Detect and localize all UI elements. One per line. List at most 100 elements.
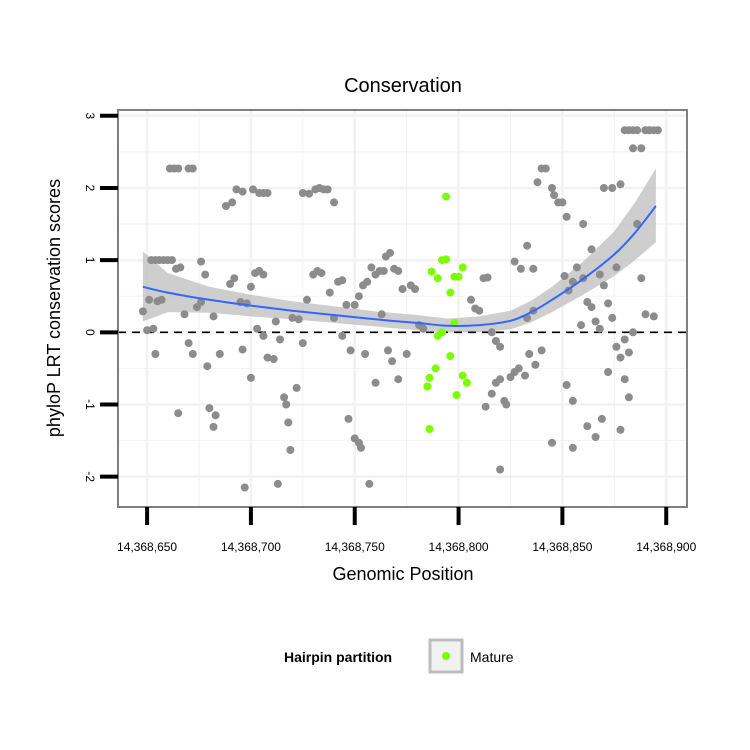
point-other-50 <box>238 345 247 354</box>
point-other-25 <box>201 270 210 279</box>
y-tick-label-2: 0 <box>83 329 97 336</box>
point-other-186 <box>629 328 637 337</box>
point-other-182 <box>612 263 621 272</box>
point-other-92 <box>354 292 363 301</box>
point-other-22 <box>188 350 197 358</box>
point-other-60 <box>280 393 289 402</box>
point-mature-9 <box>450 318 459 327</box>
point-mature-17 <box>425 425 434 433</box>
point-other-84 <box>338 331 347 340</box>
point-other-54 <box>263 353 272 362</box>
point-other-191 <box>629 144 637 153</box>
point-other-169 <box>604 299 613 308</box>
point-other-29 <box>215 350 224 358</box>
point-other-12 <box>151 350 160 358</box>
point-other-79 <box>325 288 334 297</box>
point-mature-0 <box>427 267 436 276</box>
point-other-128 <box>502 400 511 409</box>
point-other-157 <box>595 270 604 279</box>
point-other-99 <box>365 479 374 488</box>
point-other-184 <box>624 393 633 402</box>
point-other-103 <box>386 248 394 257</box>
point-other-133 <box>516 264 525 273</box>
point-other-70 <box>305 189 314 198</box>
point-other-101 <box>377 310 386 319</box>
x-tick-label-5: 14,368,900 <box>636 540 696 554</box>
point-other-170 <box>608 313 617 322</box>
point-other-121 <box>491 337 500 345</box>
point-other-196 <box>653 126 662 135</box>
point-other-131 <box>496 465 505 474</box>
point-other-46 <box>246 282 255 291</box>
point-other-178 <box>624 348 633 357</box>
point-other-51 <box>246 373 255 382</box>
point-other-165 <box>587 303 596 312</box>
point-other-59 <box>273 479 282 488</box>
point-other-119 <box>483 273 492 282</box>
point-mature-8 <box>442 192 451 201</box>
point-other-198 <box>637 274 646 283</box>
point-other-7 <box>168 256 176 265</box>
point-other-137 <box>521 371 529 380</box>
x-tick-label-3: 14,368,800 <box>429 540 489 554</box>
point-other-95 <box>367 263 376 272</box>
point-other-38 <box>249 185 257 194</box>
point-other-192 <box>637 144 646 153</box>
point-other-11 <box>149 324 158 333</box>
point-other-155 <box>579 220 588 228</box>
y-axis: -2 -1 0 1 2 3 <box>83 112 118 482</box>
point-other-65 <box>288 313 297 322</box>
point-other-43 <box>230 274 239 283</box>
point-other-10 <box>157 295 166 304</box>
mature-points <box>423 192 471 433</box>
point-other-90 <box>361 350 370 358</box>
point-other-122 <box>496 342 505 351</box>
point-other-174 <box>604 368 613 376</box>
y-tick-label-5: 3 <box>83 112 97 119</box>
point-other-154 <box>568 443 577 452</box>
point-other-8 <box>145 295 154 304</box>
point-other-172 <box>591 433 600 441</box>
point-other-162 <box>577 321 586 330</box>
point-other-171 <box>583 422 592 431</box>
point-other-34 <box>222 202 230 210</box>
point-other-135 <box>529 264 538 273</box>
point-mature-10 <box>425 373 434 382</box>
point-other-185 <box>616 425 625 434</box>
point-other-156 <box>587 245 596 254</box>
point-other-143 <box>533 178 542 187</box>
point-other-161 <box>572 263 581 272</box>
point-other-158 <box>560 272 569 280</box>
point-other-197 <box>633 220 642 228</box>
point-other-136 <box>514 364 523 373</box>
point-other-67 <box>298 339 307 348</box>
panel-border <box>117 109 688 508</box>
y-tick-label-1: -1 <box>83 399 97 410</box>
x-tick-label-1: 14,368,700 <box>221 540 281 554</box>
point-other-106 <box>398 285 407 293</box>
point-other-150 <box>562 212 571 221</box>
point-other-0 <box>138 307 147 316</box>
point-mature-7 <box>458 263 467 272</box>
point-other-28 <box>209 312 218 321</box>
point-other-114 <box>419 324 428 333</box>
point-mature-6 <box>454 272 463 281</box>
legend-key-mature <box>442 652 450 660</box>
point-mature-1 <box>433 274 442 283</box>
y-axis-label: phyloP LRT conservation scores <box>44 179 64 437</box>
point-other-62 <box>286 446 295 454</box>
point-other-26 <box>197 257 206 266</box>
point-other-108 <box>388 357 397 366</box>
point-other-31 <box>205 404 214 413</box>
point-other-32 <box>211 411 220 420</box>
point-mature-3 <box>442 255 451 264</box>
point-other-24 <box>197 298 206 306</box>
legend-title: Hairpin partition <box>284 649 392 665</box>
point-other-138 <box>525 350 534 358</box>
point-other-55 <box>269 355 278 363</box>
point-other-140 <box>537 346 546 355</box>
point-other-53 <box>259 331 268 340</box>
point-other-30 <box>174 409 183 418</box>
